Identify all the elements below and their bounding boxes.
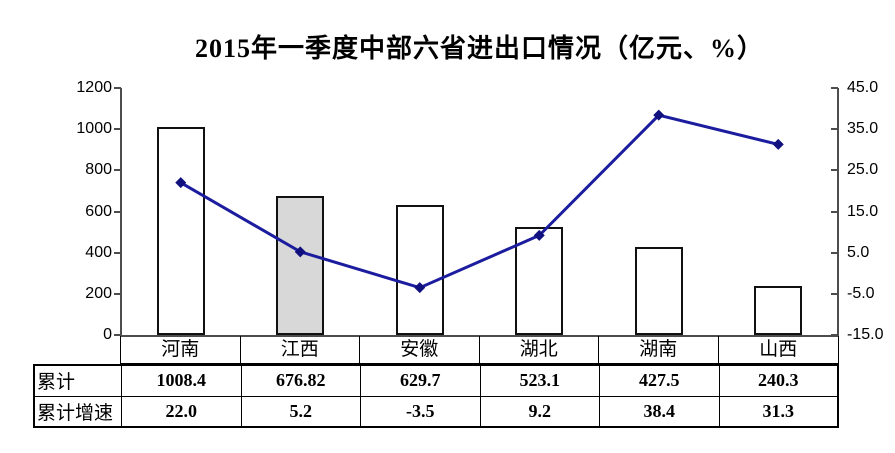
table-cell: 5.2	[242, 396, 361, 426]
y-axis-left-tick-label: 1000	[76, 120, 112, 138]
x-axis-line	[120, 335, 839, 337]
category-cell-山西: 山西	[759, 339, 798, 360]
y-axis-right-tick-label: 35.0	[847, 120, 879, 138]
category-cell-江西: 江西	[241, 336, 360, 363]
tick-right	[831, 169, 838, 172]
tick-right	[831, 251, 838, 254]
bar-江西	[276, 195, 325, 335]
growth-line	[180, 113, 779, 290]
y-axis-right-tick-label: 25.0	[847, 161, 879, 179]
category-cell-安徽: 安徽	[360, 336, 480, 363]
table-cell: 240.3	[758, 370, 799, 391]
tick-right	[831, 128, 838, 131]
category-row: 河南 江西 安徽 湖北 湖南 山西	[120, 336, 839, 364]
y-axis-right-tick-label: 45.0	[847, 79, 879, 96]
table-cell: 38.4	[600, 396, 720, 426]
bar-河南	[156, 127, 205, 335]
tick-left	[114, 334, 121, 336]
category-cell-湖北: 湖北	[480, 336, 599, 363]
tick-left	[114, 251, 121, 254]
category-cell-河南: 河南	[121, 336, 241, 363]
y-axis-left-tick-label: 200	[85, 284, 112, 302]
tick-right	[831, 292, 838, 295]
y-axis-right-tick-label: 5.0	[847, 243, 870, 261]
row-header: 累计	[35, 366, 122, 396]
tick-left	[114, 210, 121, 213]
y-axis-left-tick-label: 800	[85, 161, 112, 179]
y-axis-right-tick-label: 15.0	[847, 202, 879, 220]
bar-湖北	[515, 227, 564, 335]
tick-left	[114, 169, 121, 172]
table-cell: 629.7	[361, 366, 481, 396]
line-marker-湖南	[653, 109, 665, 121]
line-marker-湖北	[533, 229, 545, 241]
category-cell-湖南: 湖南	[599, 336, 719, 363]
table-cell: 9.2	[481, 396, 600, 426]
tick-right	[831, 210, 838, 213]
tick-left	[114, 87, 121, 89]
line-marker-山西	[772, 138, 784, 150]
line-marker-河南	[175, 177, 187, 189]
bar-山西	[754, 285, 803, 335]
y-axis-right-line	[837, 88, 839, 337]
bar-安徽	[395, 205, 444, 335]
table-row-累计增速: 累计增速 22.0 5.2 -3.5 9.2 38.4 31.3	[35, 396, 837, 426]
table-cell: 22.0	[122, 396, 242, 426]
y-axis-left-tick-label: 600	[85, 202, 112, 220]
y-axis-left-tick-label: 400	[85, 243, 112, 261]
y-axis-left-tick-label: 1200	[76, 79, 112, 96]
tick-left	[114, 128, 121, 131]
chart-title: 2015年一季度中部六省进出口情况（亿元、%）	[194, 34, 764, 63]
y-axis-right-tick-label: -15.0	[847, 326, 884, 343]
data-table: 累计 1008.4 676.82 629.7 523.1 427.5 240.3 累计增速 22…	[33, 364, 839, 428]
line-marker-江西	[294, 246, 306, 258]
line-marker-安徽	[414, 282, 426, 294]
table-row-累计: 累计 1008.4 676.82 629.7 523.1 427.5 240.3	[35, 366, 837, 397]
table-cell: 676.82	[242, 366, 361, 396]
plot-area	[121, 88, 838, 335]
y-axis-left-tick-label: 0	[103, 326, 112, 343]
table-cell: 1008.4	[122, 366, 242, 396]
tick-right	[831, 87, 838, 89]
table-cell: 427.5	[600, 366, 720, 396]
tick-left	[114, 292, 121, 295]
y-axis-left-line	[120, 88, 122, 337]
table-cell: 31.3	[762, 400, 795, 421]
table-cell: 523.1	[481, 366, 600, 396]
bar-湖南	[634, 247, 683, 335]
y-axis-right-tick-label: -5.0	[847, 284, 875, 302]
row-header: 累计增速	[35, 396, 122, 426]
tick-right	[831, 334, 838, 336]
table-cell: -3.5	[361, 396, 481, 426]
growth-line-series	[175, 109, 784, 294]
